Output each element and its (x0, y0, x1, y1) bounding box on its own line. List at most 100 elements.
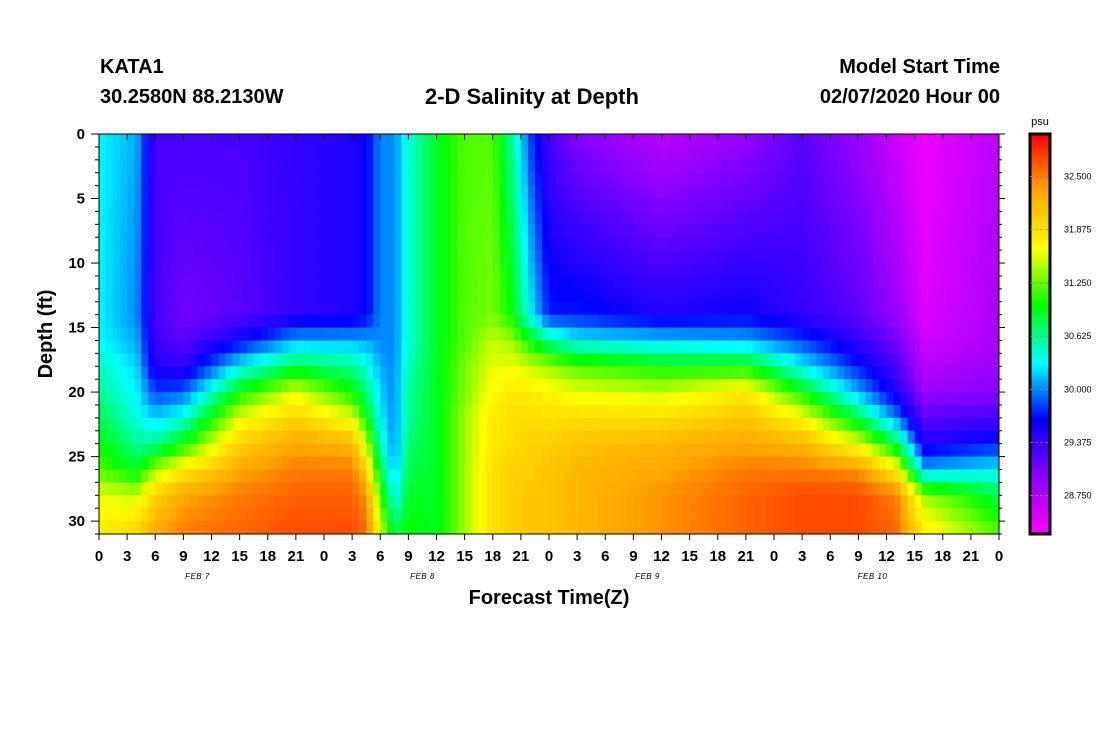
heatmap-cell (366, 392, 374, 406)
heatmap-cell (387, 237, 395, 251)
heatmap-cell (527, 185, 536, 200)
heatmap-cell (331, 417, 339, 432)
heatmap-cell (120, 469, 128, 483)
heatmap-cell (879, 134, 888, 148)
heatmap-cell (218, 430, 227, 445)
heatmap-cell (816, 340, 824, 354)
heatmap-cell (232, 469, 241, 483)
heatmap-cell (703, 263, 712, 277)
heatmap-cell (253, 379, 262, 393)
heatmap-cell (879, 456, 888, 471)
heatmap-cell (183, 172, 192, 187)
heatmap-cell (977, 224, 986, 238)
heatmap-cell (942, 521, 951, 534)
heatmap-cell (485, 469, 494, 483)
heatmap-cell (577, 404, 585, 419)
heatmap-cell (169, 224, 177, 238)
heatmap-cell (549, 237, 557, 251)
x-tick-label: 15 (456, 548, 473, 565)
heatmap-cell (907, 443, 916, 458)
heatmap-cell (703, 211, 712, 225)
heatmap-cell (331, 404, 339, 419)
heatmap-cell (527, 275, 536, 290)
heatmap-cell (563, 288, 571, 303)
heatmap-cell (851, 379, 859, 393)
heatmap-cell (626, 237, 634, 251)
heatmap-cell (675, 366, 684, 380)
heatmap-cell (556, 237, 564, 251)
heatmap-cell (331, 211, 339, 225)
heatmap-cell (654, 146, 663, 161)
heatmap-cell (218, 211, 227, 225)
heatmap-cell (253, 353, 262, 367)
heatmap-cell (260, 495, 269, 509)
heatmap-cell (626, 224, 634, 238)
heatmap-cell (977, 250, 986, 264)
heatmap-cell (471, 469, 480, 483)
heatmap-cell (302, 366, 311, 380)
heatmap-cell (401, 482, 409, 496)
heatmap-cell (520, 340, 529, 354)
heatmap-cell (338, 340, 346, 354)
heatmap-cell (183, 275, 192, 290)
heatmap-cell (443, 224, 452, 238)
heatmap-cell (949, 392, 958, 406)
heatmap-cell (394, 314, 402, 329)
heatmap-cell (837, 417, 845, 432)
heatmap-cell (844, 250, 852, 264)
heatmap-cell (816, 301, 824, 316)
heatmap-cell (373, 146, 381, 161)
heatmap-cell (991, 404, 999, 419)
heatmap-cell (633, 327, 642, 342)
heatmap-cell (661, 275, 670, 290)
heatmap-cell (211, 146, 220, 161)
heatmap-cell (816, 224, 824, 238)
heatmap-cell (640, 250, 649, 264)
heatmap-cell (900, 404, 909, 419)
heatmap-cell (584, 392, 592, 406)
heatmap-cell (443, 404, 452, 419)
heatmap-cell (907, 172, 916, 187)
heatmap-cell (401, 521, 409, 534)
heatmap-cell (788, 159, 796, 174)
heatmap-cell (738, 211, 747, 225)
heatmap-cell (366, 185, 374, 200)
heatmap-cell (893, 211, 902, 225)
heatmap-cell (380, 211, 388, 225)
heatmap-cell (464, 327, 473, 342)
heatmap-cell (991, 211, 999, 225)
heatmap-cell (549, 482, 557, 496)
heatmap-cell (394, 353, 402, 367)
heatmap-cell (752, 392, 761, 406)
heatmap-cell (900, 327, 909, 342)
heatmap-cell (359, 172, 367, 187)
heatmap-cell (197, 327, 206, 342)
heatmap-cell (640, 353, 649, 367)
heatmap-cell (260, 456, 269, 471)
heatmap-cell (724, 275, 733, 290)
heatmap-cell (717, 263, 726, 277)
heatmap-cell (204, 430, 213, 445)
heatmap-cell (781, 172, 789, 187)
heatmap-cell (359, 353, 367, 367)
heatmap-cell (696, 134, 705, 148)
heatmap-cell (527, 288, 536, 303)
heatmap-cell (675, 172, 684, 187)
heatmap-cell (717, 340, 726, 354)
heatmap-cell (802, 392, 810, 406)
heatmap-cell (837, 288, 845, 303)
heatmap-cell (984, 392, 993, 406)
heatmap-cell (380, 224, 388, 238)
heatmap-cell (485, 134, 494, 148)
heatmap-cell (394, 250, 402, 264)
heatmap-cell (879, 482, 888, 496)
heatmap-cell (331, 392, 339, 406)
heatmap-cell (949, 443, 958, 458)
heatmap-cell (858, 263, 867, 277)
heatmap-cell (506, 469, 515, 483)
heatmap-cell (499, 263, 508, 277)
heatmap-cell (591, 469, 599, 483)
heatmap-cell (570, 456, 578, 471)
heatmap-cell (534, 366, 543, 380)
heatmap-cell (738, 469, 747, 483)
